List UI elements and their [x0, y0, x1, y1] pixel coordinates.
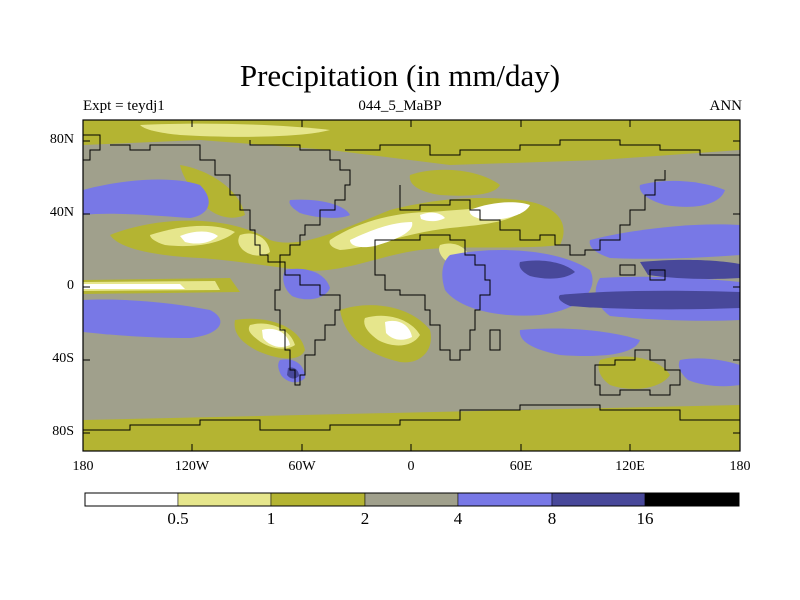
australia-dry	[598, 356, 670, 389]
north-america-coast	[110, 140, 351, 263]
lon-label-60w: 60W	[288, 459, 316, 474]
southern-ocean-band	[83, 405, 740, 451]
coastlines	[83, 134, 740, 431]
lat-label-40n: 40N	[49, 205, 74, 220]
north-africa-core	[420, 212, 445, 222]
lon-label-0: 0	[407, 459, 415, 474]
experiment-label: Expt = teydj1	[83, 98, 165, 114]
greenland-coast	[83, 134, 101, 161]
lat-label-eq: 0	[67, 278, 74, 293]
arctic-light-patch	[140, 123, 330, 137]
tasman-wet	[678, 358, 740, 387]
amazon-wet	[283, 268, 330, 300]
lon-label-120e: 120E	[615, 459, 645, 474]
south-pacific-dry-core	[262, 328, 290, 348]
plot-title: Precipitation (in mm/day)	[239, 58, 561, 93]
north-america-light	[238, 233, 270, 256]
east-asia-wet	[639, 180, 725, 207]
colorbar-label-0.5: 0.5	[167, 509, 189, 528]
lon-label-60e: 60E	[509, 459, 533, 474]
south-america-coast	[274, 261, 341, 386]
colorbar-label-4: 4	[453, 509, 463, 528]
australia-coast	[594, 349, 681, 396]
colorbar-label-1: 1	[266, 509, 276, 528]
colorbar-label-16: 16	[636, 509, 654, 528]
colorbar-bin-6	[551, 492, 646, 507]
madagascar-coast	[489, 329, 501, 351]
period-label: 044_5_MaBP	[358, 98, 442, 114]
lat-label-40s: 40S	[52, 351, 74, 366]
axis-ticks	[83, 120, 740, 451]
colorbar-label-8: 8	[547, 509, 557, 528]
lon-label-120w: 120W	[174, 459, 210, 474]
lon-label-180w: 180	[72, 459, 94, 474]
colorbar-bin-3	[270, 492, 366, 507]
sahara-dry-core	[350, 222, 413, 248]
north-pacific-storm-track	[83, 179, 209, 218]
southern-ocean-wet	[519, 328, 640, 357]
colorbar-bin-4	[364, 492, 459, 507]
antarctica-coast	[83, 404, 740, 431]
lon-label-180e: 180	[729, 459, 751, 474]
season-label: ANN	[709, 98, 743, 114]
africa-coast	[374, 234, 491, 361]
colorbar-frame	[84, 492, 740, 507]
indian-ocean-core	[519, 260, 575, 279]
west-pacific-wet	[589, 224, 740, 259]
north-america-dry	[180, 165, 245, 218]
itcz-core	[558, 290, 740, 310]
east-pacific-dry-core	[83, 284, 185, 289]
colorbar-bin-2	[177, 492, 272, 507]
middle-east-dry-core	[469, 202, 530, 220]
colorbar-label-2: 2	[360, 509, 370, 528]
colorbar-bin-5	[457, 492, 553, 507]
colorbar-bin-7	[644, 492, 740, 507]
eurasia-coast	[345, 139, 740, 256]
south-atlantic-dry-core	[385, 320, 412, 340]
precipitation-field	[83, 120, 740, 451]
atlantic-dry-core	[180, 231, 218, 244]
lat-label-80n: 80N	[49, 132, 74, 147]
colorbar-bin-1	[84, 492, 179, 507]
colorbar	[84, 492, 740, 507]
lat-label-80s: 80S	[52, 424, 74, 439]
south-pacific-wet	[83, 299, 221, 338]
north-atlantic-storm-track	[289, 199, 350, 218]
indonesia-coast	[619, 264, 666, 281]
central-asia-dry	[409, 169, 500, 196]
